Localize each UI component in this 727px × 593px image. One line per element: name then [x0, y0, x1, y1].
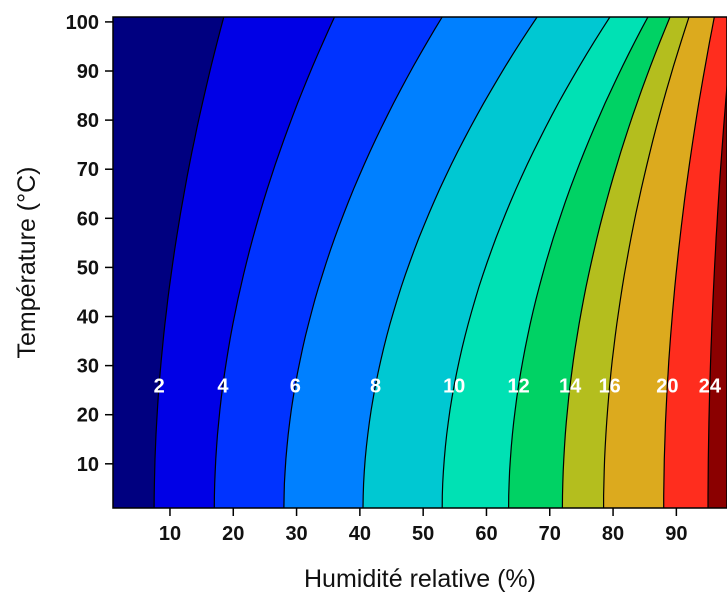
contour-band [442, 17, 648, 508]
contour-line-10 [441, 17, 611, 508]
x-tick-label: 60 [475, 523, 497, 545]
contour-band [508, 17, 670, 508]
contour-label-10: 10 [443, 375, 465, 397]
contour-band [663, 17, 727, 508]
contour-line-24 [707, 79, 727, 508]
contour-labels: 2 4 6 8 10 12 14 16 20 24 [154, 375, 722, 397]
y-tick-label: 50 [77, 257, 99, 279]
plot-frame [112, 16, 727, 509]
x-tick-label: 10 [159, 523, 181, 545]
x-axis-title: Humidité relative (%) [304, 565, 536, 593]
contour-band [708, 86, 727, 508]
y-tick-label: 60 [77, 208, 99, 230]
x-tick-label: 90 [665, 523, 687, 545]
contour-line-16 [602, 17, 690, 508]
contour-label-16: 16 [599, 375, 621, 397]
y-tick-label: 10 [77, 454, 99, 476]
contour-bands [113, 17, 727, 508]
contour-band [603, 17, 715, 508]
y-axis-title: Température (°C) [13, 167, 41, 359]
contour-lines [153, 17, 727, 508]
contour-label-4: 4 [217, 375, 229, 397]
contour-band [363, 17, 610, 508]
x-tick-label: 80 [602, 523, 624, 545]
y-tick-label: 40 [77, 307, 99, 329]
contour-line-8 [362, 17, 538, 508]
contour-label-6: 6 [290, 375, 301, 397]
contour-label-24: 24 [699, 375, 722, 397]
y-tick-label: 30 [77, 356, 99, 378]
x-axis: 10 20 30 40 50 60 70 80 90 [159, 508, 687, 545]
contour-label-8: 8 [370, 375, 381, 397]
contour-label-14: 14 [559, 375, 582, 397]
x-tick-label: 70 [539, 523, 561, 545]
y-tick-label: 80 [77, 110, 99, 132]
y-tick-label: 70 [77, 159, 99, 181]
y-axis: 10 20 30 40 50 60 70 80 90 100 [66, 12, 113, 476]
y-tick-label: 90 [77, 61, 99, 83]
contour-band [154, 17, 335, 508]
x-tick-label: 50 [412, 523, 434, 545]
contour-band [562, 17, 689, 508]
contour-line-20 [663, 17, 715, 508]
contour-line-4 [213, 17, 336, 508]
contour-label-20: 20 [656, 375, 678, 397]
contour-band [113, 17, 224, 508]
y-tick-label: 20 [77, 405, 99, 427]
x-tick-label: 30 [285, 523, 307, 545]
contour-label-12: 12 [507, 375, 529, 397]
contour-line-12 [508, 17, 649, 508]
contour-line-2 [153, 17, 225, 508]
y-tick-label: 100 [66, 12, 99, 34]
x-tick-label: 40 [349, 523, 371, 545]
contour-line-6 [283, 17, 443, 508]
x-tick-label: 20 [222, 523, 244, 545]
contour-label-2: 2 [154, 375, 165, 397]
contour-line-14 [561, 17, 671, 508]
contour-band [283, 17, 538, 508]
contour-band [214, 17, 443, 508]
